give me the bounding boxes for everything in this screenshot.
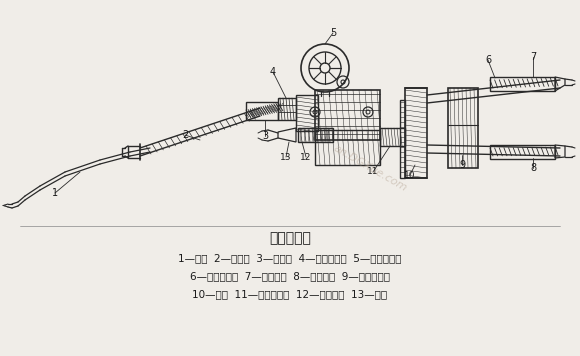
- Text: an.DGXue.com: an.DGXue.com: [331, 143, 408, 193]
- Bar: [246, 102, 278, 120]
- Text: 6: 6: [485, 55, 491, 65]
- Text: 10—手柄  11—氧气调节阀  12—氧气阀针  13—喷嘴: 10—手柄 11—氧气调节阀 12—氧气阀针 13—喷嘴: [193, 289, 387, 299]
- Text: 5: 5: [330, 28, 336, 38]
- Bar: [490, 77, 555, 91]
- Bar: [315, 90, 380, 140]
- Text: 3: 3: [262, 131, 268, 141]
- Text: 焊炬的构造: 焊炬的构造: [269, 231, 311, 245]
- Text: 7: 7: [530, 52, 536, 62]
- Text: 11: 11: [367, 168, 379, 177]
- Bar: [296, 95, 318, 131]
- Text: 10: 10: [404, 171, 416, 179]
- Bar: [448, 88, 478, 168]
- Bar: [278, 98, 296, 120]
- Text: 6—乙炔进气管  7—乙炔接头  8—氧气接头  9—氧气进气管: 6—乙炔进气管 7—乙炔接头 8—氧气接头 9—氧气进气管: [190, 271, 390, 281]
- Bar: [298, 128, 333, 142]
- Bar: [400, 100, 405, 178]
- Text: 1: 1: [52, 188, 58, 198]
- Text: 13: 13: [280, 152, 292, 162]
- Text: 2: 2: [182, 130, 188, 140]
- Bar: [315, 130, 380, 165]
- Text: 1—焊嘴  2—混合管  3—射吸管  4—射吸管螺母  5—乙炔调节阀: 1—焊嘴 2—混合管 3—射吸管 4—射吸管螺母 5—乙炔调节阀: [178, 253, 402, 263]
- Bar: [490, 145, 555, 159]
- Text: 4: 4: [270, 67, 276, 77]
- Bar: [380, 128, 405, 146]
- Text: 12: 12: [300, 152, 311, 162]
- Text: 9: 9: [459, 160, 465, 170]
- Text: 8: 8: [530, 163, 536, 173]
- Bar: [405, 88, 427, 178]
